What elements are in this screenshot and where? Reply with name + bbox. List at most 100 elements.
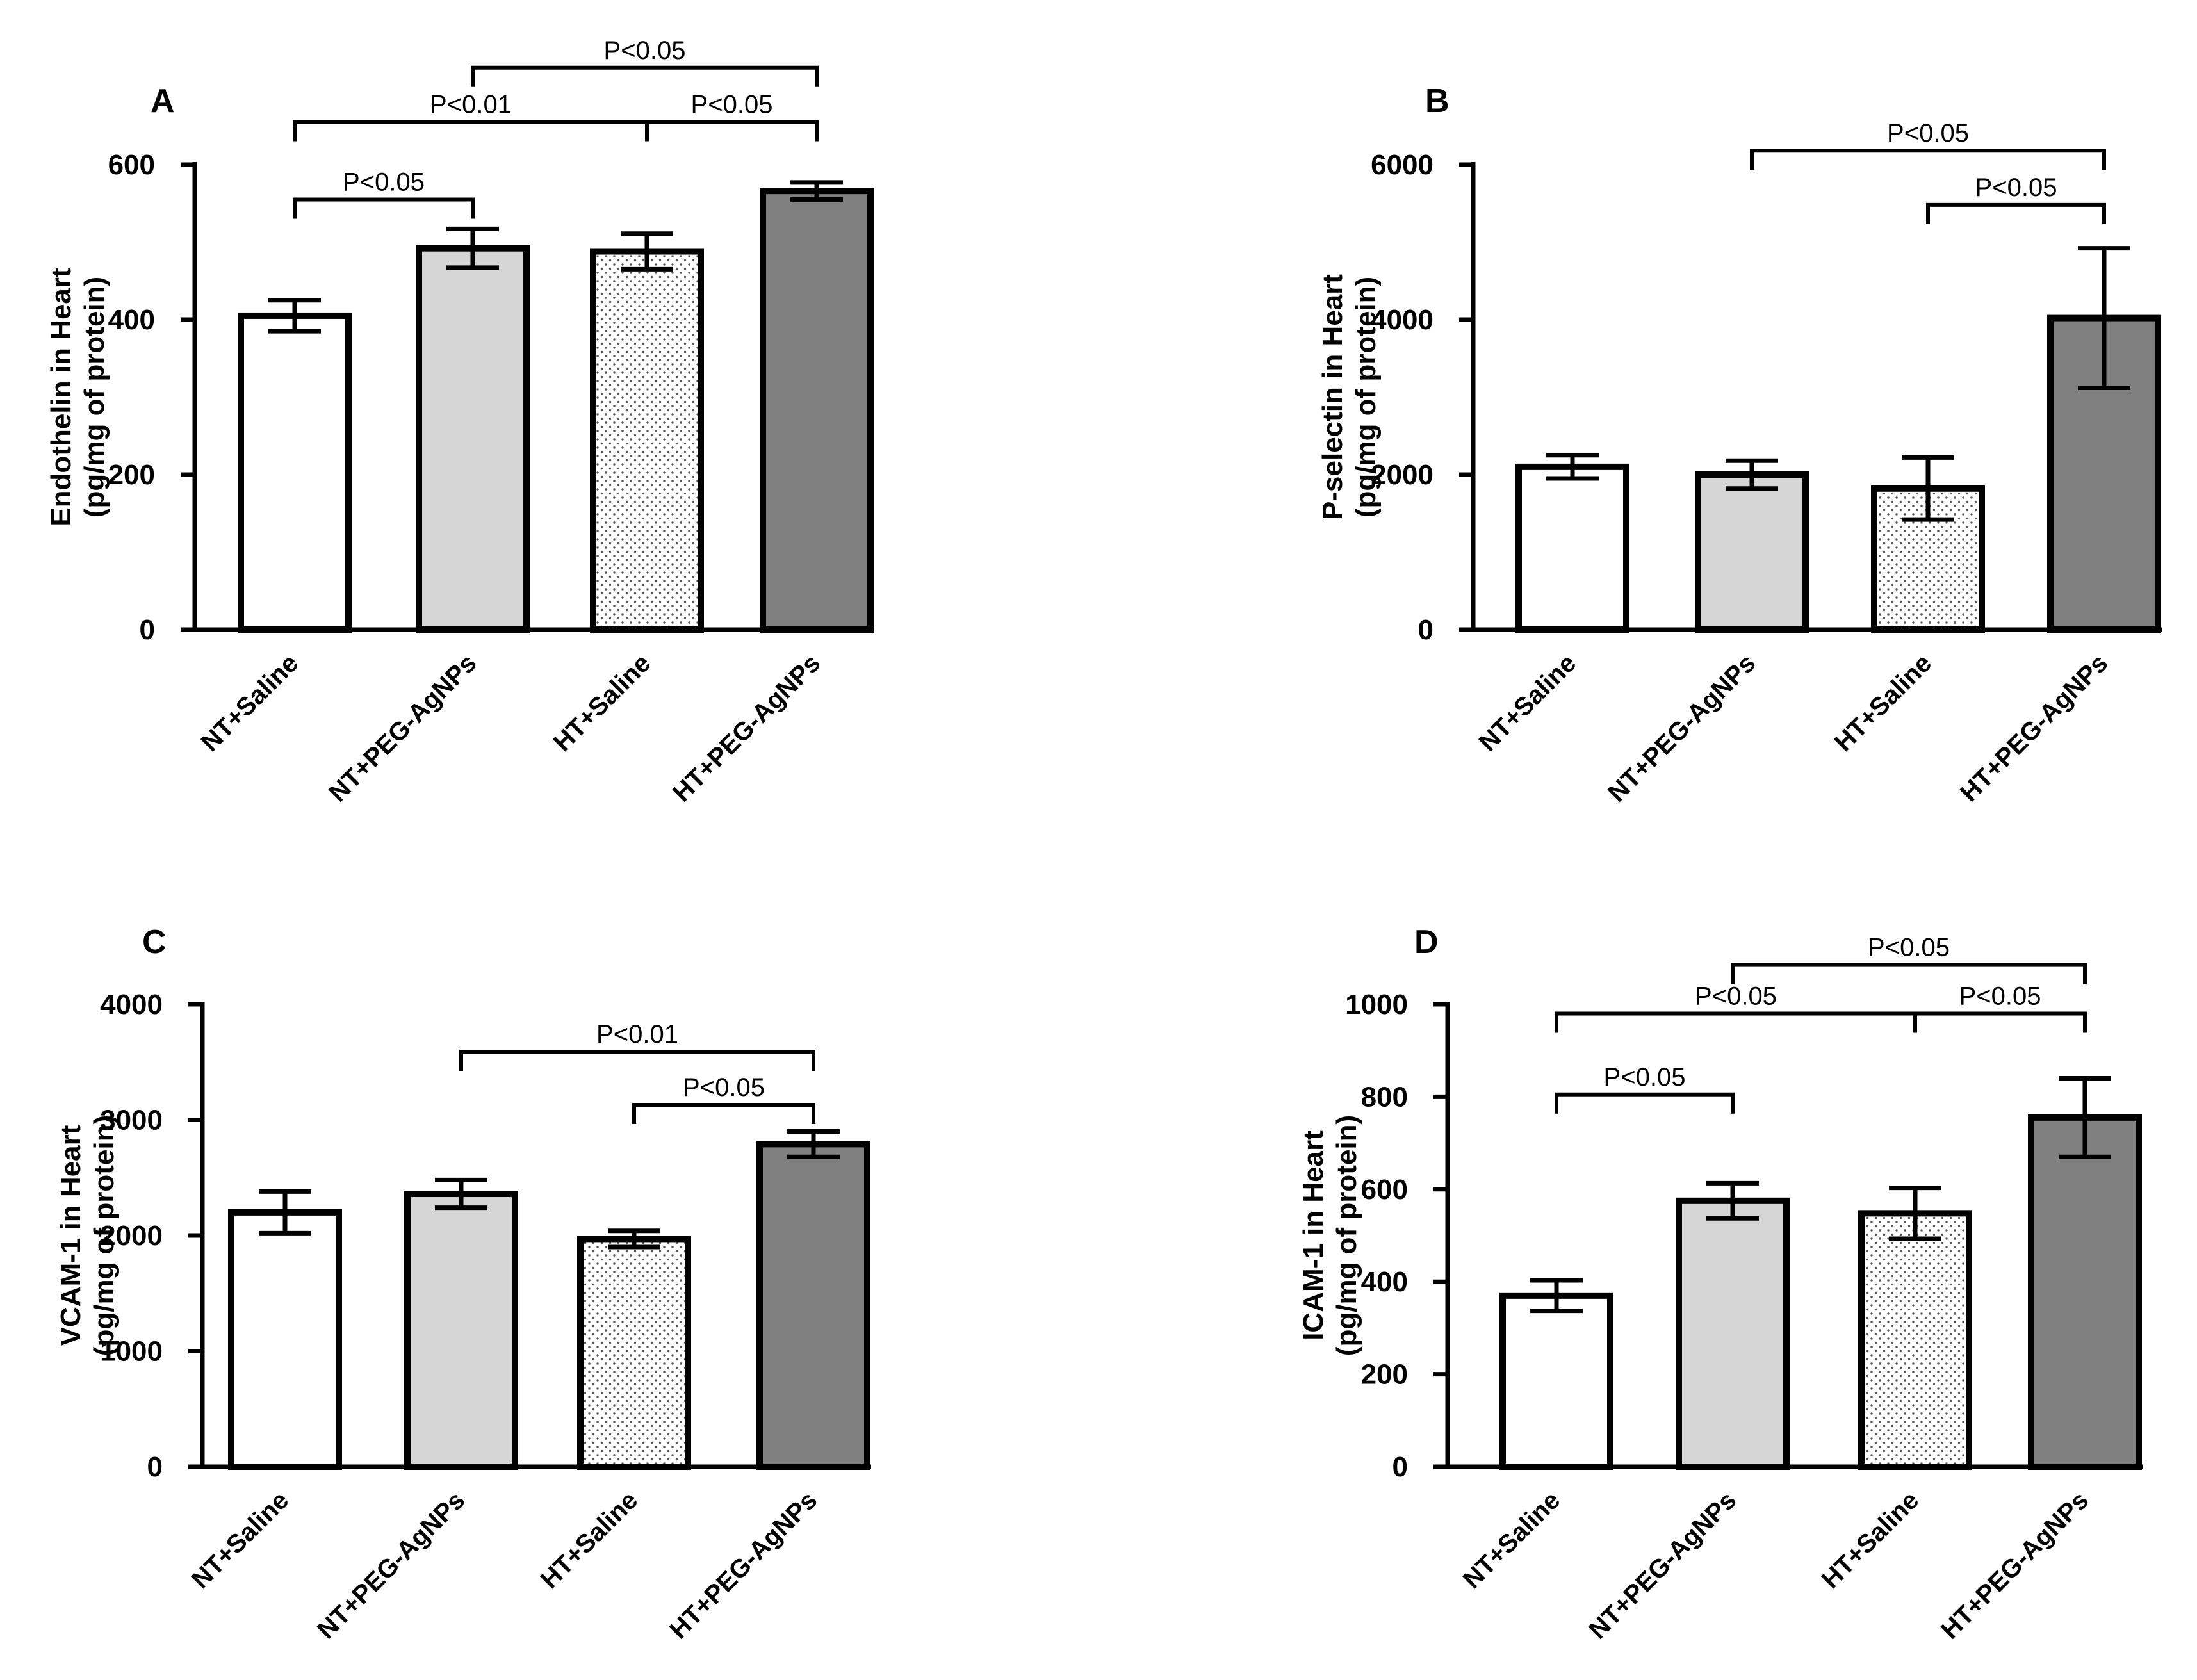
panel-c-bar-0 [228, 1209, 342, 1471]
panel-b-category-label-1: NT+PEG-AgNPs [1603, 649, 1761, 807]
panel-d-chart: D NT+Saline NT+PEG-AgNPs HT+Saline HT+PEG-Ag… [1298, 924, 2143, 1644]
panel-b-significance-bracket-1 [1750, 149, 2106, 170]
panel-b-y-tick-label-2: 4000 [1371, 304, 1433, 336]
panel-a-significance-bracket-2 [645, 120, 819, 142]
panel-a-significance-label-0: P<0.05 [343, 168, 425, 196]
panel-a-bar-0 [238, 312, 352, 633]
panel-a-category-label-1: NT+PEG-AgNPs [323, 649, 482, 807]
panel-d-significance-bracket-3 [1731, 963, 2087, 984]
panel-a-significance-label-3: P<0.05 [604, 37, 686, 65]
panel-c-error-bar-1 [435, 1177, 487, 1211]
panel-a-error-bar-1 [446, 226, 499, 270]
panel-d-error-bar-2 [1889, 1186, 1941, 1241]
panel-c-bar-2 [577, 1236, 691, 1471]
panel-a-letter: A [151, 83, 175, 120]
panel-d-error-bar-1 [1706, 1180, 1759, 1221]
panel-d-letter: D [1414, 924, 1439, 961]
panel-b-error-bar-2 [1902, 455, 1954, 522]
panel-b-error-bar-1 [1726, 458, 1778, 491]
panel-d-y-tick-label-5: 1000 [1345, 989, 1408, 1020]
panel-a-y-tick-label-3: 600 [108, 149, 155, 181]
panel-c-category-label-3: HT+PEG-AgNPs [664, 1486, 822, 1644]
panel-a-category-label-0: NT+Saline [196, 649, 304, 757]
panel-a-significance-label-2: P<0.05 [691, 90, 773, 118]
panel-b-category-label-0: NT+Saline [1474, 649, 1582, 757]
panel-c-y-tick-label-2: 2000 [100, 1220, 163, 1252]
panel-b-y-tick-label-3: 6000 [1371, 149, 1433, 181]
panel-a-bar-2 [590, 248, 704, 633]
panel-c-bar-3 [756, 1141, 870, 1471]
panel-b-y-axis-label-line1: P-selectin in Heart [1317, 274, 1348, 520]
panel-a-y-tick-label-2: 400 [108, 304, 155, 336]
panel-c-significance-bracket-0 [632, 1103, 815, 1125]
panel-d-significance-bracket-0 [1555, 1092, 1735, 1114]
panel-c-significance-label-0: P<0.05 [683, 1073, 765, 1102]
panel-d-y-tick-label-0: 0 [1393, 1451, 1408, 1483]
panel-a-significance-bracket-0 [293, 197, 475, 219]
panel-d-category-label-2: HT+Saline [1817, 1486, 1925, 1594]
panel-a-significance-bracket-3 [471, 65, 819, 87]
panel-a-significance-label-1: P<0.01 [430, 90, 512, 118]
panel-c-y-tick-label-3: 3000 [100, 1105, 163, 1136]
panel-a-y-tick-label-1: 200 [108, 459, 155, 491]
panel-c-significance-bracket-1 [459, 1050, 815, 1072]
panel-c-error-bar-0 [259, 1189, 311, 1236]
panel-c-category-label-0: NT+Saline [186, 1486, 295, 1594]
panel-a-bar-1 [416, 245, 530, 633]
panel-c-category-label-2: HT+Saline [535, 1486, 644, 1594]
panel-d-error-bar-0 [1530, 1278, 1583, 1314]
panel-b-y-axis-label-line2: (pg/mg of protein) [1350, 277, 1382, 518]
panel-a-category-label-2: HT+Saline [548, 649, 657, 757]
panel-a-bar-3 [760, 188, 874, 633]
panel-b-bar-1 [1695, 471, 1809, 633]
panel-a-y-axis-label-line2: (pg/mg of protein) [79, 277, 110, 518]
panel-c-y-axis-label-line1: VCAM-1 in Heart [55, 1125, 86, 1346]
panel-d-error-bar-3 [2059, 1076, 2111, 1159]
panel-c-y-tick-label-4: 4000 [100, 989, 163, 1020]
panel-a-significance-bracket-1 [293, 120, 649, 142]
panel-a-error-bar-0 [268, 298, 321, 334]
panel-c-letter: C [142, 924, 167, 961]
panel-a-chart: A NT+Saline NT+PEG-AgNPs HT+Saline HT+PEG-Ag… [45, 37, 874, 807]
panel-d-y-tick-label-3: 600 [1361, 1174, 1408, 1205]
panel-b-error-bar-0 [1546, 453, 1599, 481]
panel-d-bar-1 [1676, 1197, 1790, 1470]
panel-d-bar-3 [2028, 1114, 2142, 1470]
panel-c-error-bar-2 [608, 1228, 660, 1250]
panel-b-category-label-3: HT+PEG-AgNPs [1955, 649, 2113, 807]
panel-d-significance-bracket-1 [1555, 1011, 1917, 1033]
panel-a-y-axis-label-line1: Endothelin in Heart [45, 268, 77, 526]
panel-d-significance-label-3: P<0.05 [1868, 934, 1950, 962]
panel-c-y-axis-label-line2: (pg/mg of protein) [88, 1115, 120, 1356]
panel-d-bar-0 [1499, 1292, 1613, 1470]
panel-a-error-bar-3 [790, 180, 843, 202]
panel-a-category-label-3: HT+PEG-AgNPs [667, 649, 826, 807]
panel-d-significance-label-2: P<0.05 [1959, 982, 2041, 1010]
panel-d-significance-label-0: P<0.05 [1604, 1063, 1686, 1091]
panel-a-error-bar-2 [621, 231, 673, 272]
panel-c-category-label-1: NT+PEG-AgNPs [312, 1486, 470, 1644]
panel-c-error-bar-3 [787, 1129, 840, 1159]
panel-d-y-axis-label-line2: (pg/mg of protein) [1331, 1115, 1362, 1356]
panel-d-significance-bracket-2 [1913, 1011, 2087, 1033]
panel-c-y-tick-label-1: 1000 [100, 1336, 163, 1367]
panel-c-chart: C NT+Saline NT+PEG-AgNPs HT+Saline HT+PEG-Ag… [55, 924, 871, 1644]
panel-d-y-tick-label-2: 400 [1361, 1266, 1408, 1298]
panel-b-significance-label-1: P<0.05 [1887, 119, 1969, 147]
panel-d-bar-2 [1858, 1210, 1972, 1470]
panel-b-letter: B [1425, 83, 1450, 120]
panel-b-y-tick-label-0: 0 [1418, 614, 1433, 646]
panel-b-y-tick-label-1: 2000 [1371, 459, 1433, 491]
panel-d-significance-label-1: P<0.05 [1695, 982, 1777, 1010]
panel-b-chart: B NT+Saline NT+PEG-AgNPs HT+Saline HT+PEG-Ag… [1317, 83, 2162, 807]
panel-c-y-tick-label-0: 0 [147, 1451, 163, 1483]
panel-b-significance-label-0: P<0.05 [1975, 174, 2057, 202]
panel-d-y-tick-label-4: 800 [1361, 1081, 1408, 1113]
panel-b-significance-bracket-0 [1926, 202, 2106, 224]
panel-b-category-label-2: HT+Saline [1829, 649, 1938, 757]
panel-d-category-label-3: HT+PEG-AgNPs [1936, 1486, 2094, 1644]
panel-d-category-label-1: NT+PEG-AgNPs [1583, 1486, 1742, 1644]
panel-a-y-tick-label-0: 0 [140, 614, 155, 646]
panel-c-bar-1 [404, 1191, 518, 1471]
